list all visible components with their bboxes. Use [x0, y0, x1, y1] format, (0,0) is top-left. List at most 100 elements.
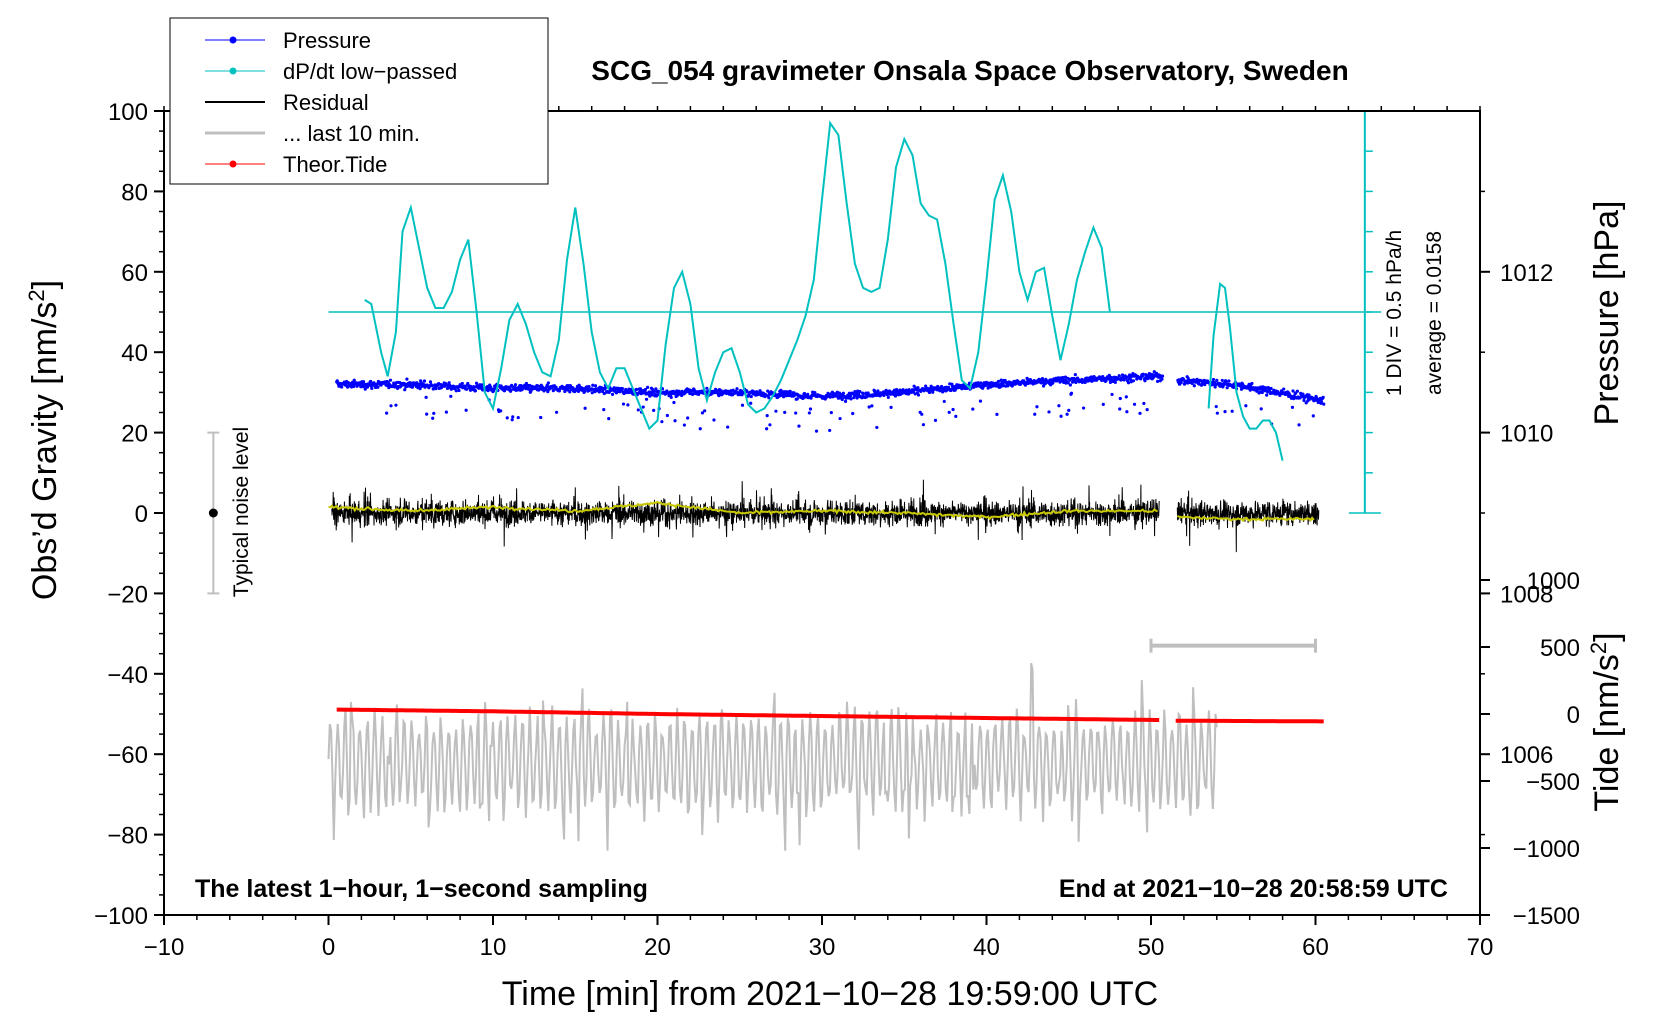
pressure-tick-label: 1010	[1500, 421, 1553, 448]
pressure-point	[480, 383, 484, 387]
pressure-point	[829, 410, 833, 415]
pressure-point	[1307, 393, 1311, 397]
pressure-point	[1109, 375, 1114, 380]
legend-marker-tide	[229, 160, 237, 168]
pressure-point	[1081, 406, 1086, 410]
pressure-point	[652, 408, 656, 412]
legend-entry-last10: ... last 10 min.	[205, 121, 420, 146]
pressure-point	[487, 387, 491, 391]
legend-entry-dpdt: dP/dt low−passed	[205, 59, 457, 84]
pressure-point	[1113, 380, 1117, 384]
legend-entry-tide: Theor.Tide	[205, 152, 387, 177]
pressure-point	[749, 394, 753, 399]
pressure-point	[758, 389, 762, 393]
pressure-point	[1117, 374, 1121, 378]
tide-tick-label: 1000	[1527, 568, 1580, 595]
pressure-point	[1291, 389, 1295, 393]
pressure-point	[797, 424, 801, 428]
pressure-point	[1215, 378, 1219, 382]
tide-tick-label: −1500	[1513, 903, 1580, 930]
pressure-point	[931, 390, 935, 394]
pressure-point	[814, 429, 819, 433]
residual-line	[1176, 490, 1320, 553]
sampling-note: The latest 1−hour, 1−second sampling	[195, 875, 648, 903]
pressure-point	[464, 408, 468, 412]
pressure-point	[652, 389, 656, 393]
pressure-point	[499, 409, 503, 413]
pressure-point	[1125, 410, 1129, 414]
pressure-point	[583, 406, 587, 410]
pressure-point	[886, 395, 890, 399]
y-tick-label: −40	[107, 662, 148, 689]
pressure-point	[457, 388, 461, 393]
pressure-point	[1265, 393, 1269, 397]
pressure-point	[1223, 410, 1227, 414]
pressure-point	[682, 423, 686, 427]
pressure-point	[1118, 396, 1122, 401]
y-tick-label: 100	[108, 99, 148, 126]
pressure-point	[867, 405, 871, 409]
pressure-point	[1047, 410, 1051, 414]
tide-tick-label: −500	[1526, 769, 1580, 796]
y-axis-label-gravity: Obs’d Gravity [nm/s2]	[24, 280, 64, 600]
pressure-point	[979, 381, 983, 385]
pressure-point	[851, 411, 855, 416]
pressure-point	[1033, 412, 1037, 416]
pressure-point	[840, 397, 844, 402]
y-tick-label: 80	[121, 179, 148, 206]
pressure-point	[954, 414, 958, 418]
pressure-point	[996, 379, 1001, 383]
pressure-point	[641, 405, 645, 409]
y-tick-label: 0	[135, 501, 148, 528]
legend-entry-pressure: Pressure	[205, 28, 371, 53]
pressure-point	[405, 377, 409, 381]
pressure-point	[1142, 401, 1146, 406]
pressure-point	[361, 380, 366, 384]
legend-marker-pressure	[229, 36, 237, 44]
pressure-point	[1220, 378, 1224, 383]
pressure-point	[870, 404, 874, 408]
residual-smoothed-line	[328, 500, 1159, 521]
pressure-tick-label: 1006	[1500, 742, 1553, 769]
pressure-point	[768, 423, 772, 427]
y-tick-label: −60	[107, 742, 148, 769]
pressure-point	[1215, 411, 1219, 415]
pressure-point	[1057, 404, 1061, 408]
pressure-point	[582, 389, 587, 394]
pressure-point	[593, 390, 597, 394]
pressure-point	[1314, 396, 1319, 400]
pressure-point	[424, 395, 428, 399]
pressure-point	[698, 427, 702, 431]
x-tick-label: 50	[1138, 934, 1165, 961]
pressure-point	[767, 396, 771, 400]
pressure-point	[916, 393, 921, 397]
pressure-point	[1132, 402, 1137, 406]
pressure-point	[1321, 395, 1325, 399]
pressure-point	[444, 410, 448, 414]
pressure-point	[1126, 381, 1131, 385]
pressure-point	[565, 388, 570, 392]
pressure-point	[1160, 377, 1164, 381]
pressure-point	[1230, 409, 1234, 413]
pressure-point	[363, 387, 367, 391]
last-10-min-line	[327, 663, 1218, 851]
pressure-point	[1010, 384, 1014, 388]
pressure-point	[700, 411, 705, 415]
pressure-point	[951, 407, 955, 412]
pressure-point	[1259, 407, 1263, 411]
pressure-point	[513, 383, 518, 387]
pressure-point	[1124, 395, 1128, 399]
y-axis-label-tide: Tide [nm/s2]	[1586, 632, 1626, 811]
pressure-point	[654, 387, 658, 391]
pressure-point	[1138, 411, 1142, 415]
x-tick-label: 40	[973, 934, 1000, 961]
pressure-point	[434, 387, 438, 391]
pressure-point	[1319, 400, 1324, 404]
y-tick-label: 40	[121, 340, 148, 367]
pressure-point	[828, 395, 832, 399]
pressure-point	[646, 385, 650, 389]
pressure-point	[745, 389, 749, 393]
pressure-point	[942, 399, 946, 404]
tide-tick-label: −1000	[1513, 836, 1580, 863]
pressure-point	[1145, 407, 1149, 412]
